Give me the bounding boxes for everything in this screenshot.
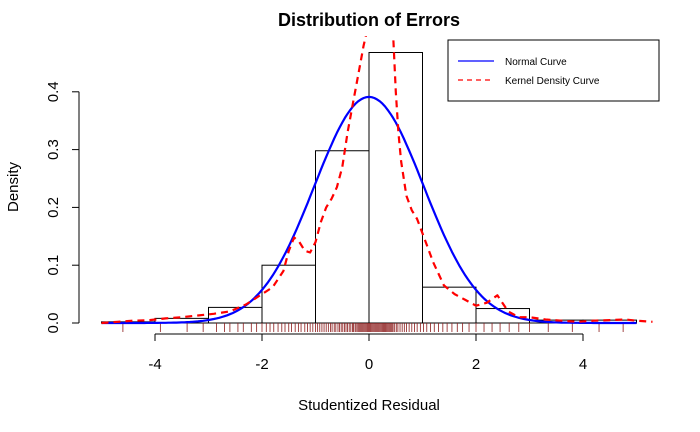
x-tick-label: 2 [472,356,480,373]
x-tick-label: 0 [365,356,373,373]
legend-normal-label: Normal Curve [505,57,567,68]
y-tick-label: 0.2 [45,197,62,218]
x-tick-label: -2 [255,356,268,373]
chart-title: Distribution of Errors [278,10,460,30]
histogram-bar [422,286,477,324]
axes: -4 -2 0 2 4 0.0 0.1 0.2 0.3 0.4 [45,81,587,373]
legend-kde-label: Kernel Density Curve [505,76,600,87]
y-tick-label: 0.0 [45,313,62,334]
normal-curve-line [101,95,637,325]
histogram-bar [315,150,370,324]
legend-box [447,39,660,102]
histogram-bar [368,51,423,324]
rug-plot [122,323,624,332]
x-tick-label: 4 [579,356,587,373]
y-tick-label: 0.4 [45,81,62,102]
y-tick-label: 0.1 [45,255,62,276]
y-axis-label: Density [5,161,22,212]
histogram-bar [475,308,530,324]
y-tick-label: 0.3 [45,139,62,160]
x-axis-label: Studentized Residual [298,397,440,414]
legend: Normal Curve Kernel Density Curve [447,39,660,102]
histogram-bar [261,264,316,324]
curves [101,36,653,325]
x-tick-label: -4 [148,356,161,373]
